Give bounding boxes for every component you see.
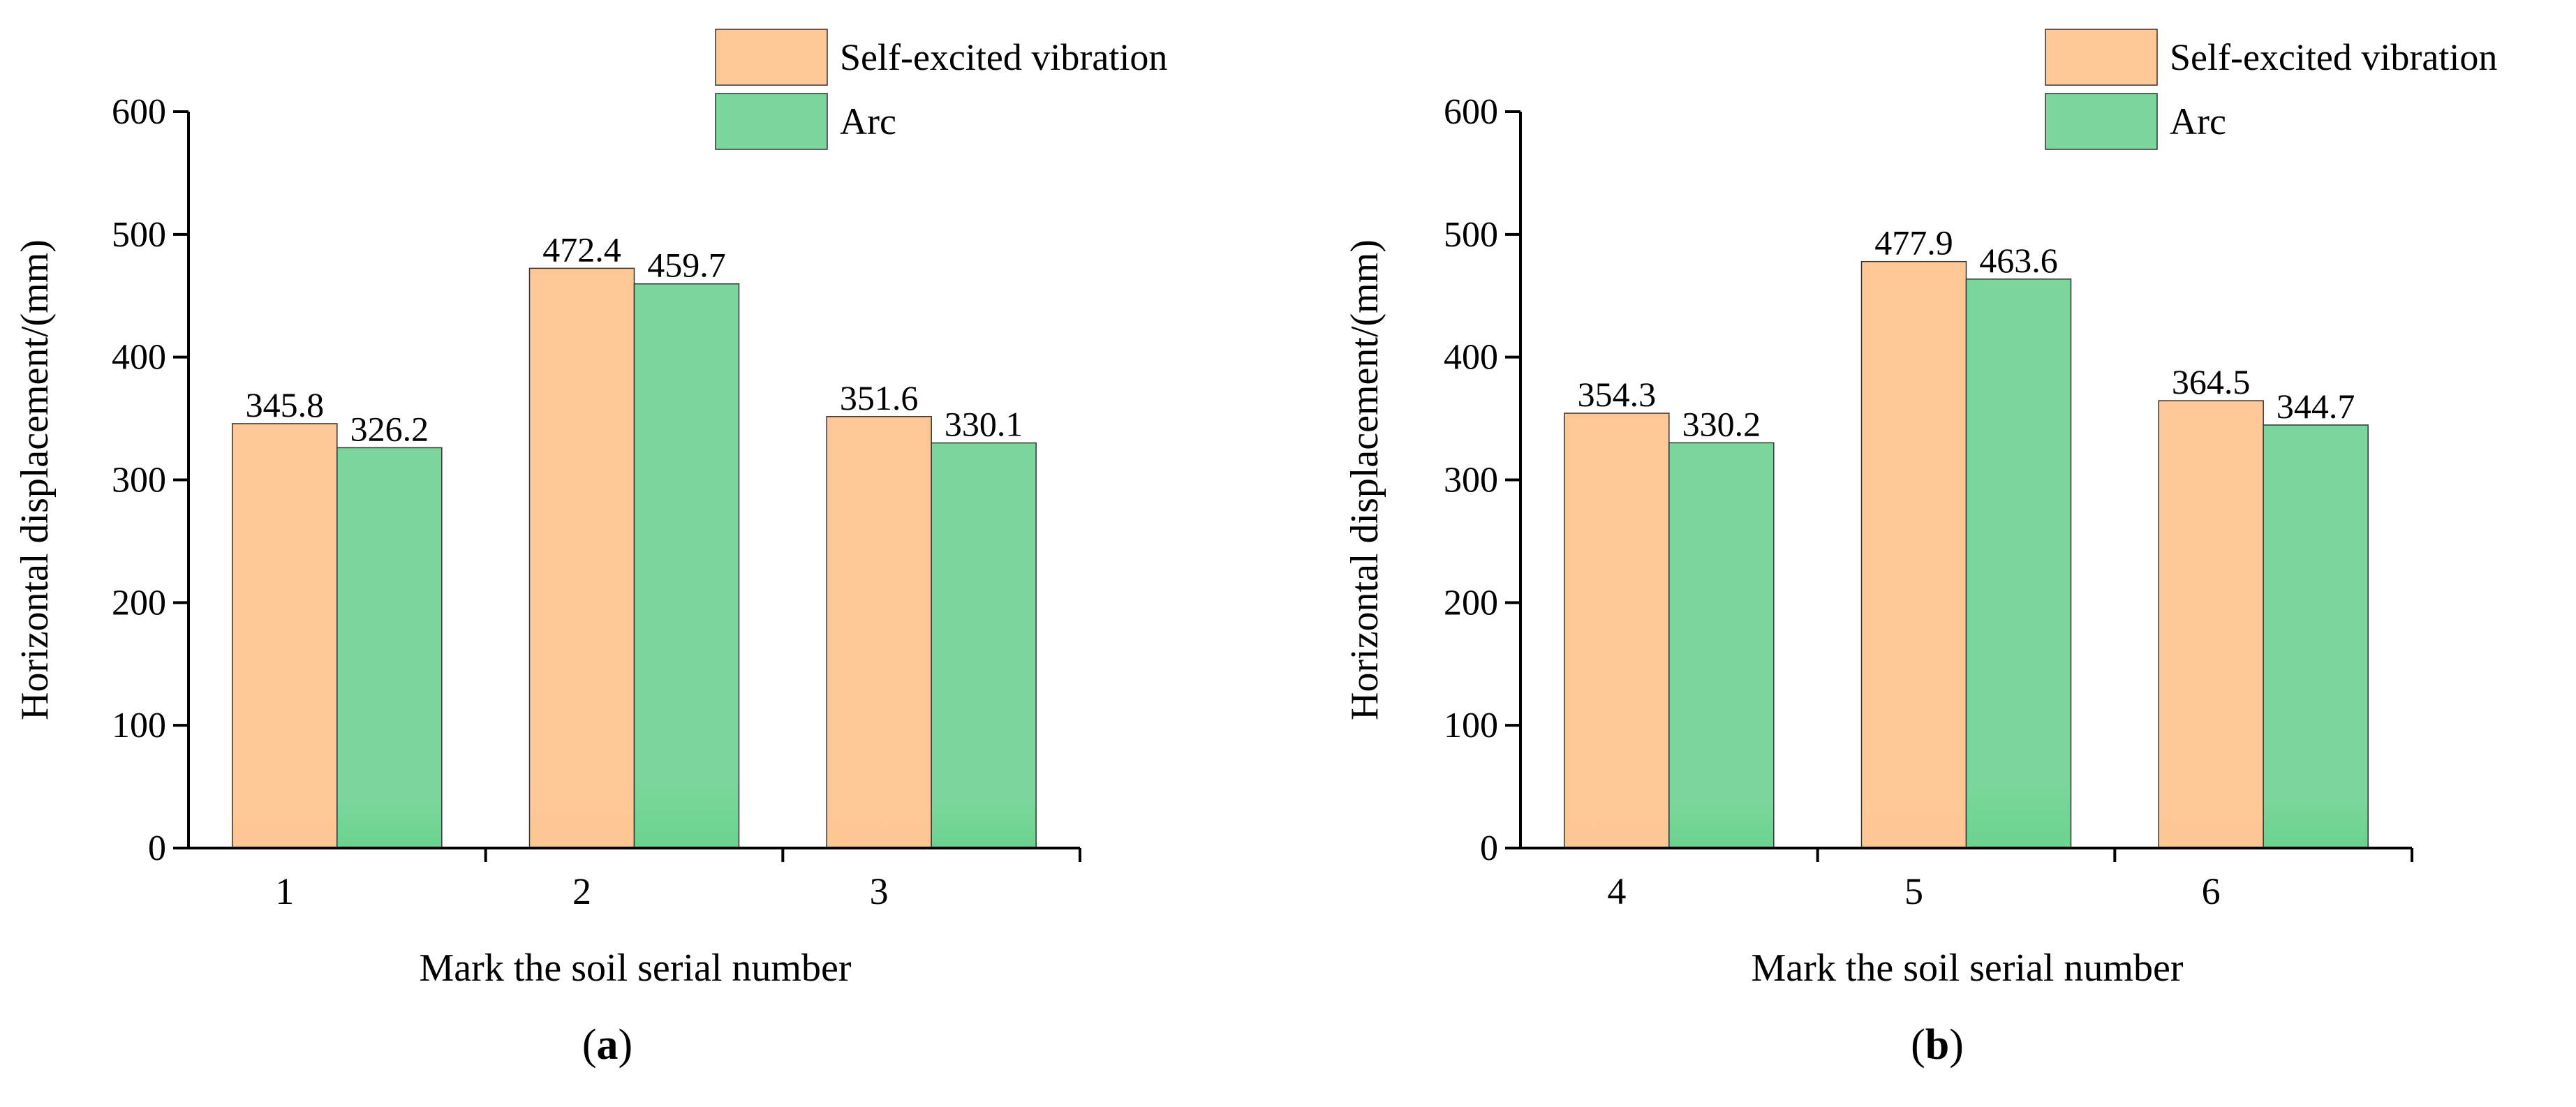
bar-a-series2-cat1 bbox=[336, 447, 443, 849]
x-axis-title-a: Mark the soil serial number bbox=[420, 946, 852, 990]
chart-panel-b: 354.3 477.9 364.5 330.2 463.6 344.7 0 100 200 300… bbox=[1343, 29, 2497, 990]
y-axis-title-a: Horizontal displacement/(mm) bbox=[13, 239, 57, 720]
data-label-a-series2-cat2: 459.7 bbox=[647, 246, 726, 285]
data-label-a-series2-cat3: 330.1 bbox=[945, 405, 1023, 444]
data-label-a-series1-cat3: 351.6 bbox=[840, 378, 919, 417]
y-tick-label-b-400: 400 bbox=[1444, 338, 1498, 378]
x-axis-title-b: Mark the soil serial number bbox=[1752, 946, 2184, 990]
panel-letter-a: a bbox=[596, 1021, 619, 1069]
bar-a-series1-cat2 bbox=[528, 267, 635, 849]
y-tick-label-b-0: 0 bbox=[1480, 829, 1498, 868]
bar-b-series2-cat6 bbox=[2263, 424, 2369, 849]
x-tick-label-a-1: 1 bbox=[275, 870, 294, 912]
legend-swatch-a-series1 bbox=[715, 29, 828, 86]
y-tick-label-b-300: 300 bbox=[1444, 461, 1498, 500]
legend-label-b-series1: Self-excited vibration bbox=[2170, 36, 2497, 78]
x-tick-label-a-3: 3 bbox=[870, 870, 889, 912]
legend-swatch-b-series2 bbox=[2045, 93, 2158, 150]
y-tick-label-a-0: 0 bbox=[148, 829, 166, 868]
data-label-b-series2-cat5: 463.6 bbox=[1979, 241, 2058, 280]
bar-a-series2-cat3 bbox=[931, 442, 1037, 849]
x-tick-label-b-6: 6 bbox=[2202, 870, 2221, 912]
data-label-a-series1-cat1: 345.8 bbox=[246, 385, 325, 424]
bar-b-series1-cat5 bbox=[1860, 260, 1967, 849]
data-label-b-series2-cat4: 330.2 bbox=[1682, 404, 1761, 443]
y-tick-label-a-100: 100 bbox=[112, 706, 166, 745]
y-tick-label-a-500: 500 bbox=[112, 215, 166, 255]
x-tick-label-b-4: 4 bbox=[1607, 870, 1626, 912]
data-label-a-series2-cat1: 326.2 bbox=[350, 409, 429, 448]
legend-label-a-series1: Self-excited vibration bbox=[840, 36, 1167, 78]
data-label-b-series2-cat6: 344.7 bbox=[2277, 387, 2355, 426]
x-tick-label-b-5: 5 bbox=[1904, 870, 1923, 912]
data-label-b-series1-cat6: 364.5 bbox=[2172, 362, 2251, 401]
y-tick-label-a-300: 300 bbox=[112, 461, 166, 500]
panel-letter-b: b bbox=[1925, 1021, 1950, 1069]
bar-b-series1-cat4 bbox=[1564, 413, 1670, 849]
y-axis-title-b: Horizontal displacement/(mm) bbox=[1343, 239, 1386, 720]
data-label-b-series1-cat5: 477.9 bbox=[1874, 223, 1953, 262]
y-tick-label-b-600: 600 bbox=[1444, 92, 1498, 132]
x-tick-label-a-2: 2 bbox=[572, 870, 591, 912]
y-tick-label-b-200: 200 bbox=[1444, 583, 1498, 623]
y-tick-label-a-200: 200 bbox=[112, 583, 166, 623]
legend-label-b-series2: Arc bbox=[2170, 101, 2226, 142]
bar-b-series1-cat6 bbox=[2158, 400, 2264, 849]
panel-caption-a: (a) bbox=[582, 1021, 633, 1069]
data-label-a-series1-cat2: 472.4 bbox=[542, 230, 621, 269]
bar-a-series1-cat3 bbox=[826, 416, 932, 849]
y-tick-label-a-400: 400 bbox=[112, 338, 166, 378]
bar-b-series2-cat5 bbox=[1965, 278, 2072, 849]
legend-label-a-series2: Arc bbox=[840, 101, 896, 142]
data-label-b-series1-cat4: 354.3 bbox=[1578, 375, 1657, 414]
bar-b-series2-cat4 bbox=[1668, 442, 1775, 849]
bar-a-series1-cat1 bbox=[232, 423, 338, 849]
legend-swatch-a-series2 bbox=[715, 93, 828, 150]
y-tick-label-a-600: 600 bbox=[112, 92, 166, 132]
legend-swatch-b-series1 bbox=[2045, 29, 2158, 86]
chart-panel-a: 345.8 472.4 351.6 326.2 459.7 330.1 0 100 200 300… bbox=[13, 29, 1167, 990]
panel-caption-b: (b) bbox=[1911, 1021, 1964, 1069]
bar-a-series2-cat2 bbox=[633, 283, 740, 849]
y-tick-label-b-100: 100 bbox=[1444, 706, 1498, 745]
y-tick-label-b-500: 500 bbox=[1444, 215, 1498, 255]
